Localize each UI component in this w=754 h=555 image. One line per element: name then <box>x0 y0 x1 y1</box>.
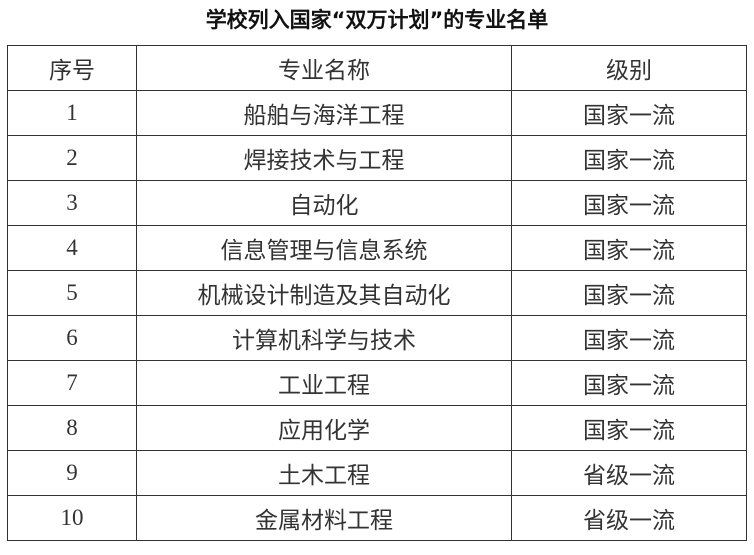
level-cell: 国家一流 <box>511 315 747 361</box>
level-cell: 国家一流 <box>511 180 747 226</box>
major-name-cell: 土木工程 <box>136 450 512 496</box>
major-name-cell: 金属材料工程 <box>136 495 512 541</box>
level-cell: 国家一流 <box>511 360 747 406</box>
major-name-cell: 自动化 <box>136 180 512 226</box>
level-cell: 国家一流 <box>511 135 747 181</box>
table-row: 5 机械设计制造及其自动化 国家一流 <box>7 270 747 316</box>
index-cell: 6 <box>7 315 137 361</box>
major-name-cell: 信息管理与信息系统 <box>136 225 512 271</box>
table-row: 2 焊接技术与工程 国家一流 <box>7 135 747 181</box>
level-cell: 国家一流 <box>511 270 747 316</box>
table-row: 4 信息管理与信息系统 国家一流 <box>7 225 747 271</box>
table-header-row: 序号 专业名称 级别 <box>7 45 747 91</box>
level-cell: 省级一流 <box>511 495 747 541</box>
table-row: 9 土木工程 省级一流 <box>7 450 747 496</box>
level-cell: 省级一流 <box>511 450 747 496</box>
level-cell: 国家一流 <box>511 405 747 451</box>
table-row: 1 船舶与海洋工程 国家一流 <box>7 90 747 136</box>
major-name-cell: 工业工程 <box>136 360 512 406</box>
index-cell: 2 <box>7 135 137 181</box>
index-cell: 10 <box>7 495 137 541</box>
document-title: 学校列入国家“双万计划”的专业名单 <box>205 8 549 32</box>
table-row: 3 自动化 国家一流 <box>7 180 747 226</box>
header-level: 级别 <box>511 45 747 91</box>
major-name-cell: 应用化学 <box>136 405 512 451</box>
level-cell: 国家一流 <box>511 90 747 136</box>
index-cell: 3 <box>7 180 137 226</box>
major-name-cell: 焊接技术与工程 <box>136 135 512 181</box>
level-cell: 国家一流 <box>511 225 747 271</box>
table-row: 10 金属材料工程 省级一流 <box>7 495 747 541</box>
index-cell: 8 <box>7 405 137 451</box>
major-name-cell: 船舶与海洋工程 <box>136 90 512 136</box>
index-cell: 9 <box>7 450 137 496</box>
major-list-table: 序号 专业名称 级别 1 船舶与海洋工程 国家一流 2 焊接技术与工程 国家一流 3 自动化国… <box>7 45 747 541</box>
major-name-cell: 计算机科学与技术 <box>136 315 512 361</box>
index-cell: 1 <box>7 90 137 136</box>
major-name-cell: 机械设计制造及其自动化 <box>136 270 512 316</box>
table-row: 7 工业工程 国家一流 <box>7 360 747 406</box>
index-cell: 5 <box>7 270 137 316</box>
index-cell: 7 <box>7 360 137 406</box>
table-row: 6 计算机科学与技术 国家一流 <box>7 315 747 361</box>
index-cell: 4 <box>7 225 137 271</box>
header-index: 序号 <box>7 45 137 91</box>
table-row: 8 应用化学 国家一流 <box>7 405 747 451</box>
header-major-name: 专业名称 <box>136 45 512 91</box>
